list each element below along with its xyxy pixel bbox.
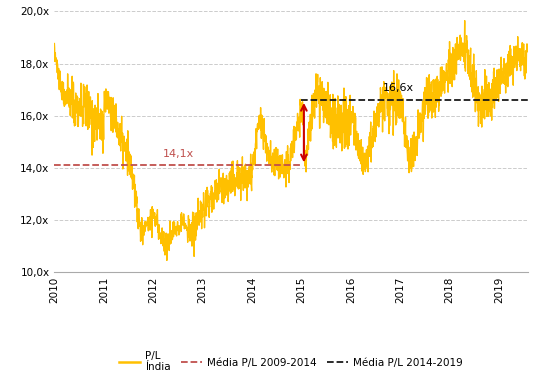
Text: 16,6x: 16,6x (383, 84, 414, 93)
Text: 14,1x: 14,1x (163, 149, 194, 159)
Legend: P/L
Índia, Média P/L 2009-2014, Média P/L 2014-2019: P/L Índia, Média P/L 2009-2014, Média P/… (115, 347, 467, 376)
